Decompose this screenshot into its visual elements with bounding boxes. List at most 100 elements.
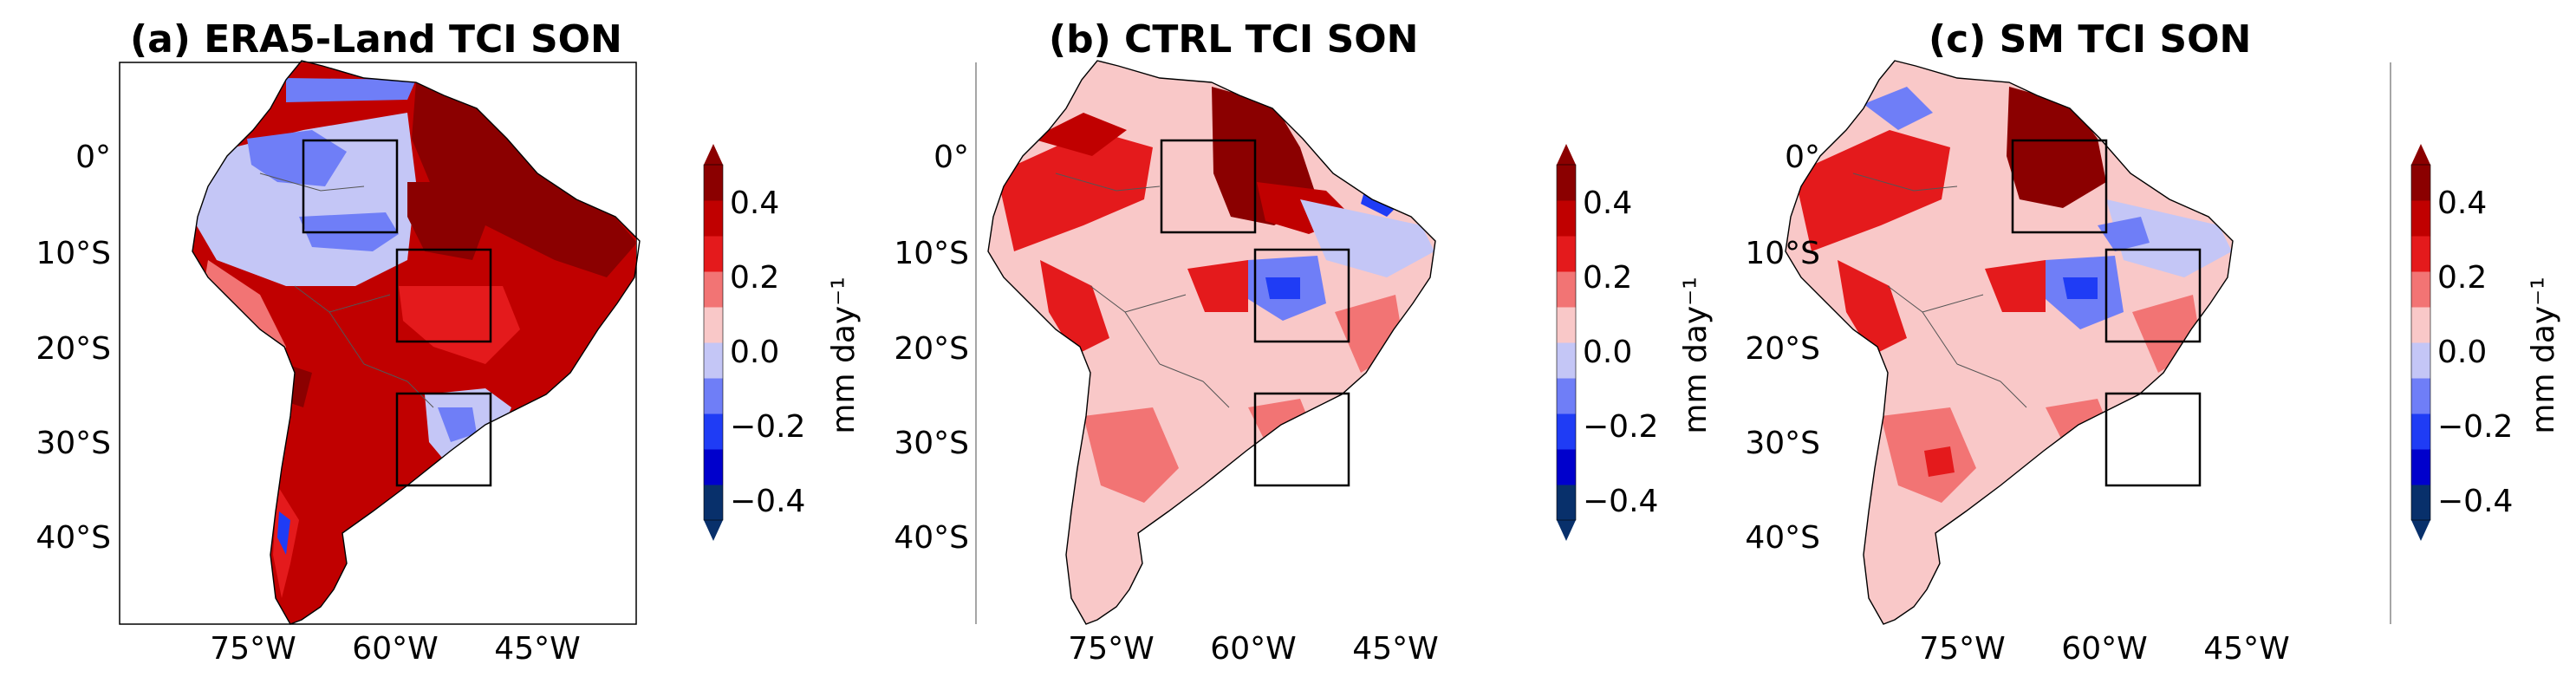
lat-label: 0° [1785, 140, 1820, 175]
coastline [987, 60, 1436, 625]
colorbar-segment [2411, 271, 2430, 308]
colorbar-extend-max [704, 144, 723, 165]
colorbar-tick: 0.0 [730, 335, 779, 370]
region-box-central-brazil [395, 248, 492, 343]
colorbar-tick: 0.0 [2437, 335, 2487, 370]
colorbar-segment [1557, 236, 1576, 272]
colorbar-segment [1557, 307, 1576, 343]
colorbar-a: 0.4 0.2 0.0 −0.2 −0.4 mm day⁻¹ [703, 144, 862, 541]
lon-labels: 75°W 60°W 45°W [1068, 631, 1438, 667]
colorbar-tick: 0.2 [1583, 260, 1632, 296]
colorbar-label: mm day⁻¹ [826, 277, 862, 433]
colorbar-segment [1557, 378, 1576, 414]
lat-labels: 0° 10°S 20°S 30°S 40°S [36, 140, 111, 556]
colorbar-segment [2411, 236, 2430, 272]
colorbar-extend-max [2411, 144, 2430, 165]
colorbar-ticks: 0.4 0.2 0.0 −0.2 −0.4 [730, 186, 805, 519]
colorbar-tick: 0.4 [730, 186, 779, 221]
colorbar-segment [1557, 342, 1576, 379]
colorbar-extend-min [2411, 520, 2430, 541]
colorbar-segment [1557, 449, 1576, 485]
country-borders [1055, 172, 1230, 408]
colorbar-tick: −0.2 [2437, 409, 2513, 445]
colorbar-frame [2410, 164, 2431, 521]
colorbar-segment [704, 378, 723, 414]
colorbar-c: 0.4 0.2 0.0 −0.2 −0.4 mm day⁻¹ [2410, 144, 2561, 541]
colorbar-segment [704, 271, 723, 308]
colorbar-tick: 0.4 [2437, 186, 2487, 221]
colorbar-segment [704, 165, 723, 201]
colorbar-segment [704, 307, 723, 343]
colorbar-tick: −0.4 [1583, 484, 1658, 519]
lon-labels: 75°W 60°W 45°W [210, 631, 580, 667]
colorbar-tick: 0.0 [1583, 335, 1632, 370]
colorbar-b: 0.4 0.2 0.0 −0.2 −0.4 mm day⁻¹ [1556, 144, 1714, 541]
country-borders [1852, 172, 2027, 408]
lon-label: 45°W [494, 631, 580, 667]
colorbar-segment [2411, 449, 2430, 485]
coastline [1785, 60, 2234, 625]
colorbar-extend-min [1557, 520, 1576, 541]
lat-label: 40°S [36, 520, 111, 556]
panel-c: (c) SM TCI SON 0° 10°S 20°S 30°S [1745, 17, 2391, 667]
lon-label: 45°W [2203, 631, 2289, 667]
colorbar-segment [2411, 342, 2430, 379]
lat-label: 10°S [1745, 236, 1820, 271]
colorbar-label: mm day⁻¹ [2526, 277, 2561, 433]
colorbar-segment [704, 449, 723, 485]
colorbar-segment [1557, 413, 1576, 450]
region-box-la-plata [1253, 392, 1350, 487]
colorbar-segment [2411, 413, 2430, 450]
colorbar-tick: −0.2 [730, 409, 805, 445]
lon-label: 45°W [1352, 631, 1438, 667]
colorbar-tick: 0.2 [730, 260, 779, 296]
colorbar-tick: −0.2 [1583, 409, 1658, 445]
colorbar-segment [704, 236, 723, 272]
colorbar-tick: 0.4 [1583, 186, 1632, 221]
country-borders [259, 172, 434, 408]
region-box-central-brazil [2104, 248, 2202, 343]
colorbar-segment [704, 342, 723, 379]
colorbar-segment [1557, 271, 1576, 308]
coastline [192, 60, 641, 625]
lat-labels: 0° 10°S 20°S 30°S 40°S [894, 140, 969, 556]
region-box-la-plata [395, 392, 492, 487]
lat-label: 40°S [1745, 520, 1820, 556]
region-box-central-brazil [1253, 248, 1350, 343]
lon-label: 75°W [210, 631, 296, 667]
lat-label: 20°S [36, 331, 111, 367]
colorbar-extend-max [1557, 144, 1576, 165]
region-box-amazon-west [302, 139, 399, 234]
colorbar-segment [1557, 485, 1576, 521]
colorbar-frame [1556, 164, 1577, 521]
colorbar-tick: 0.2 [2437, 260, 2487, 296]
lon-label: 60°W [352, 631, 438, 667]
colorbar-segment [1557, 165, 1576, 201]
lat-label: 30°S [36, 426, 111, 461]
lon-label: 75°W [1919, 631, 2005, 667]
lon-label: 75°W [1068, 631, 1154, 667]
lat-label: 10°S [36, 236, 111, 271]
lat-label: 30°S [894, 426, 969, 461]
colorbar-ticks: 0.4 0.2 0.0 −0.2 −0.4 [2437, 186, 2513, 519]
colorbar-label: mm day⁻¹ [1678, 277, 1714, 433]
panel-title: (a) ERA5-Land TCI SON [130, 17, 622, 62]
panel-title: (c) SM TCI SON [1929, 17, 2251, 62]
lat-label: 30°S [1745, 426, 1820, 461]
region-box-la-plata [2104, 392, 2202, 487]
colorbar-segment [704, 413, 723, 450]
panel-title: (b) CTRL TCI SON [1049, 17, 1419, 62]
lat-label: 10°S [894, 236, 969, 271]
lat-labels: 0° 10°S 20°S 30°S 40°S [1745, 140, 1820, 556]
colorbar-segment [2411, 165, 2430, 201]
region-box-amazon-west [1160, 139, 1257, 234]
colorbar-tick: −0.4 [2437, 484, 2513, 519]
colorbar-segment [2411, 485, 2430, 521]
region-box-amazon-west [2011, 139, 2108, 234]
lat-label: 20°S [894, 331, 969, 367]
colorbar-frame [703, 164, 724, 521]
colorbar-segment [704, 485, 723, 521]
colorbar-segment [2411, 200, 2430, 237]
panel-a: (a) ERA5-Land TCI SON 0° 10°S 20°S [36, 17, 641, 667]
colorbar-tick: −0.4 [730, 484, 805, 519]
